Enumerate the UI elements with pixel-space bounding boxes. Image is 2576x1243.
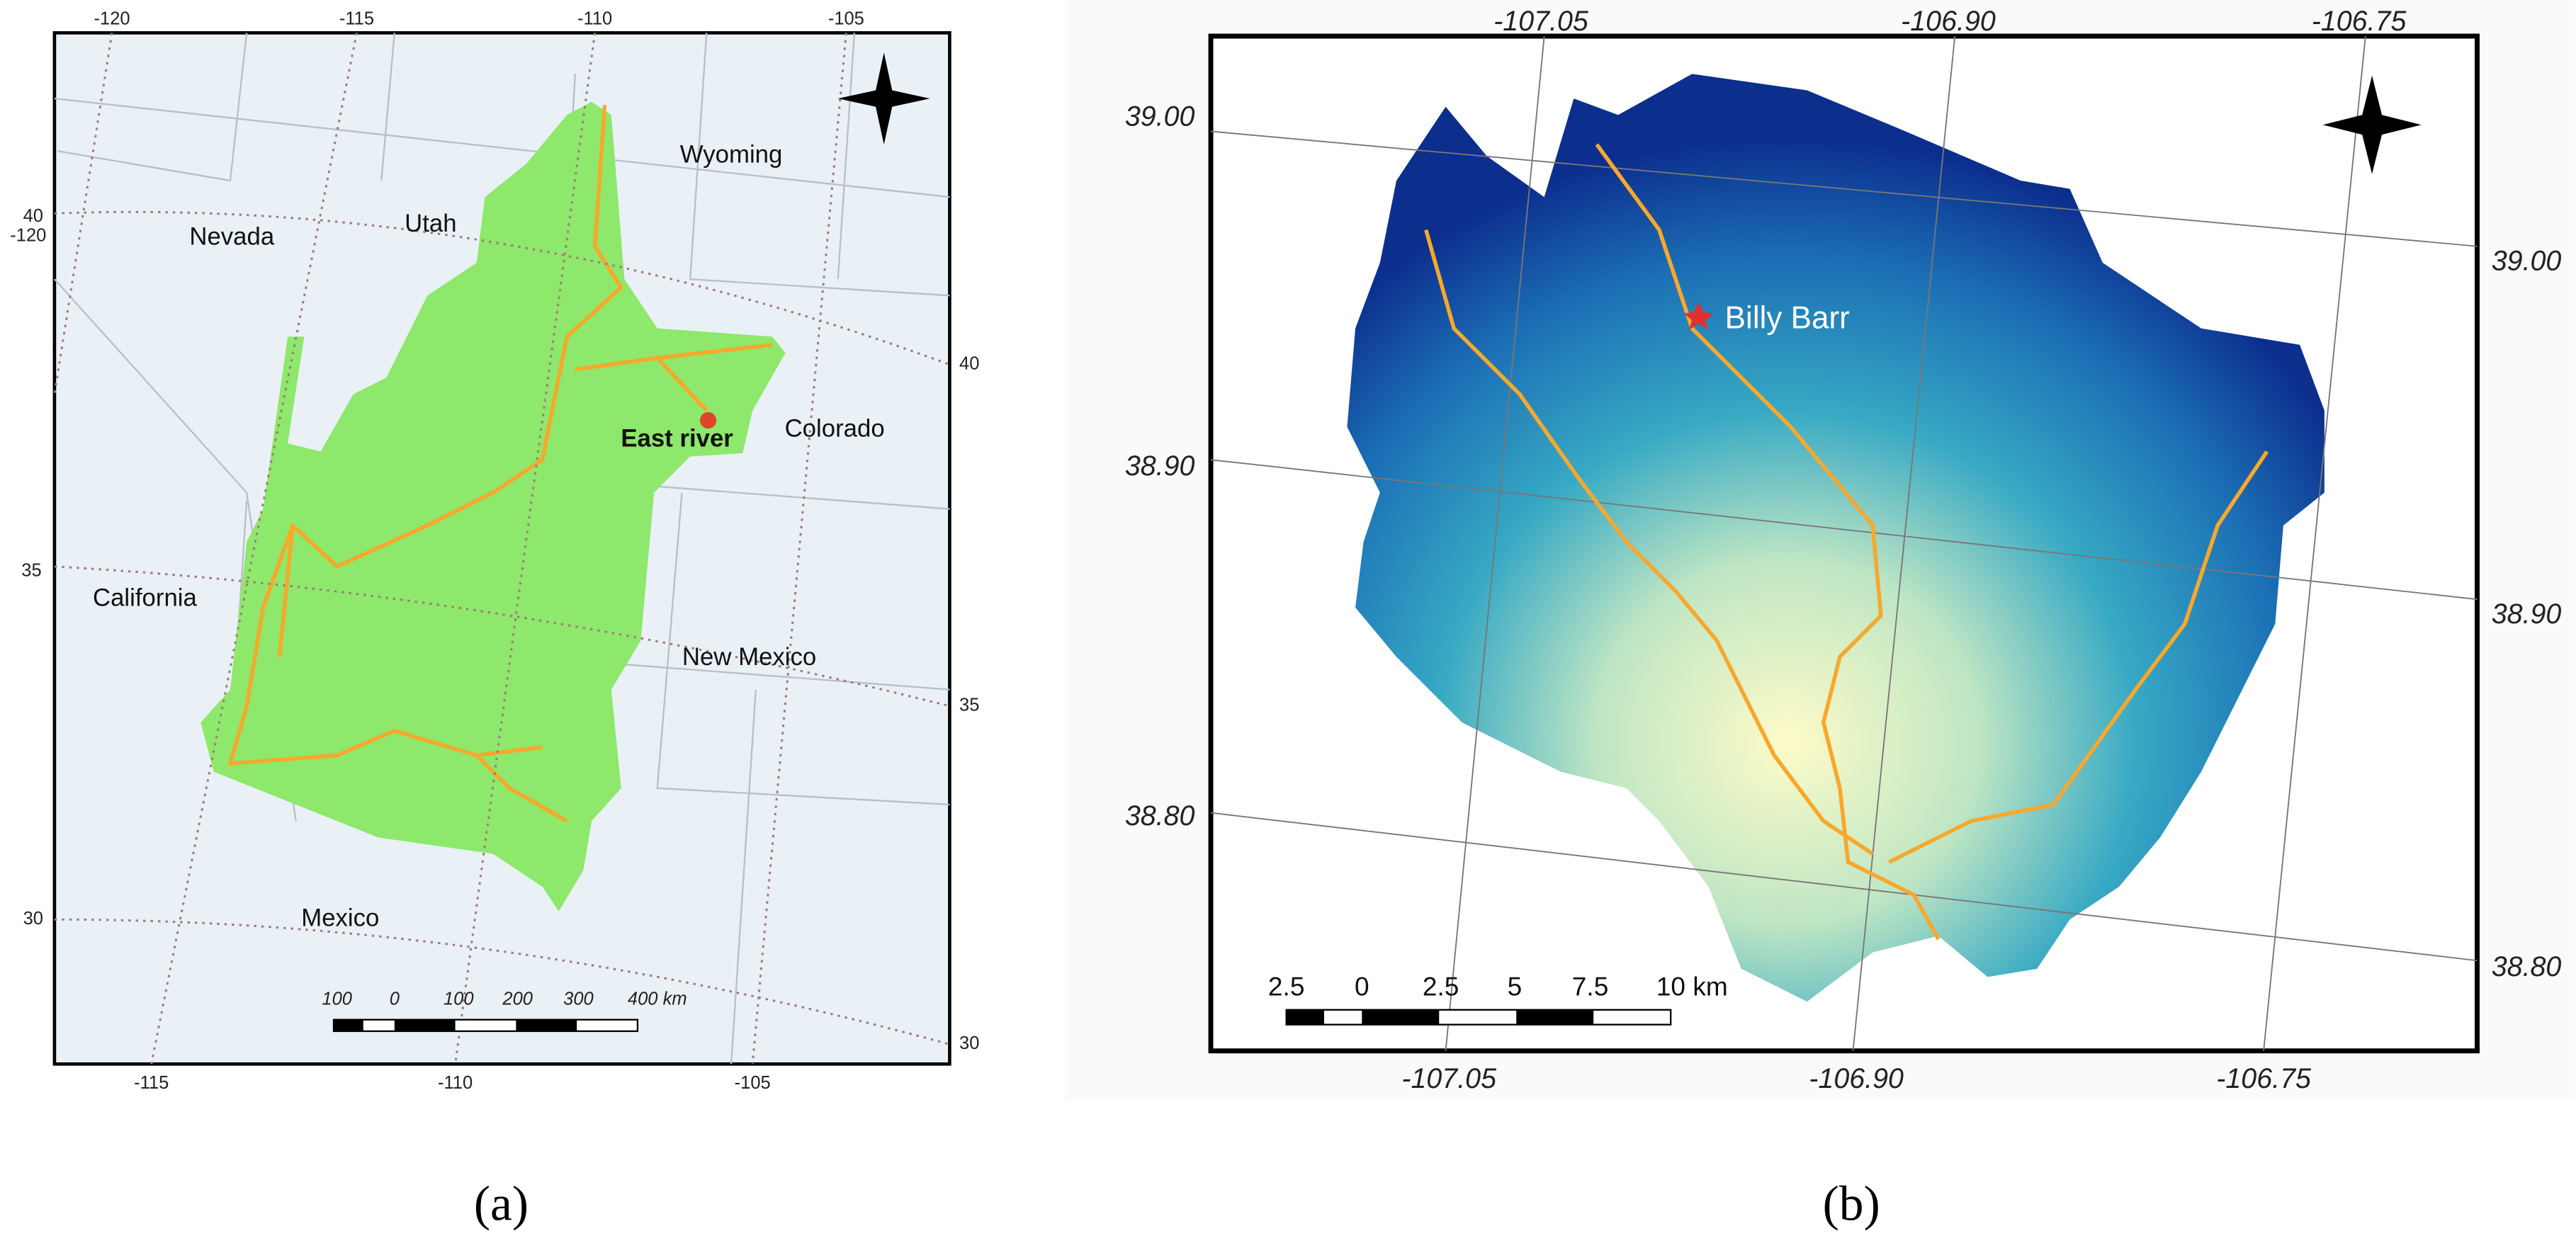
tick-label: -115	[134, 1073, 169, 1093]
tick-label: -105	[828, 9, 864, 29]
north-arrow	[837, 52, 930, 145]
place-label: Mexico	[301, 904, 379, 931]
tick-label: 30	[959, 1033, 979, 1053]
place-label: California	[93, 584, 198, 611]
caption: (a)	[474, 1176, 529, 1231]
north-arrow	[2322, 75, 2422, 174]
tick-label: -120	[10, 226, 46, 246]
rivers	[1424, 143, 2269, 941]
scale-label: 7.5	[1572, 971, 1609, 1001]
scale-label: 0	[1355, 971, 1369, 1001]
site-marker	[1683, 302, 1714, 330]
caption: (b)	[1823, 1176, 1880, 1231]
scale-label: 0	[390, 989, 400, 1009]
tick-label: 38.80	[2492, 951, 2562, 982]
scale-label: 5	[1508, 971, 1523, 1001]
place-label: New Mexico	[682, 644, 816, 671]
place-label: Utah	[405, 210, 456, 237]
tick-label: -107.05	[1401, 1063, 1497, 1094]
site-label: East river	[621, 426, 733, 453]
scale-label: 400 km	[628, 989, 687, 1009]
scale-label: 100	[444, 989, 474, 1009]
place-label: Wyoming	[680, 141, 783, 168]
scale-label: 100	[322, 989, 352, 1009]
tick-label: 38.80	[1125, 800, 1195, 831]
place-label: Colorado	[785, 416, 885, 443]
tick-label: -106.90	[1901, 6, 1996, 37]
site-marker	[700, 412, 717, 429]
scale-bar	[1285, 1009, 1672, 1026]
scale-label: 10 km	[1656, 971, 1728, 1001]
panel-b: -107.05 -106.90 -106.75 -107.05 -106.90 …	[1064, 0, 2576, 1231]
place-label: Nevada	[189, 223, 274, 250]
rivers	[228, 105, 773, 823]
tick-label: -107.05	[1493, 6, 1589, 37]
tick-label: 38.90	[2492, 598, 2562, 630]
tick-label: -106.75	[2216, 1063, 2312, 1094]
tick-label: 30	[23, 909, 43, 929]
panel-a: -120 -115 -110 -105 -115 -110 -105 40 -1…	[10, 9, 979, 1232]
tick-label: 39.00	[1125, 101, 1195, 132]
graticule	[1210, 35, 2478, 1051]
scale-bar	[332, 1018, 639, 1033]
tick-label: 40	[959, 353, 979, 373]
scale-label: 2.5	[1268, 971, 1305, 1001]
scale-label: 300	[563, 989, 594, 1009]
graticule	[53, 33, 950, 1065]
tick-label: 39.00	[2492, 245, 2562, 276]
tick-label: -110	[577, 9, 612, 29]
tick-label: -106.75	[2312, 6, 2407, 37]
scale-label: 2.5	[1423, 971, 1459, 1001]
tick-label: -115	[339, 9, 374, 29]
scale-label: 200	[502, 989, 533, 1009]
tick-label: -110	[438, 1073, 473, 1093]
site-label: Billy Barr	[1725, 301, 1850, 336]
tick-label: 35	[21, 561, 41, 581]
basin	[200, 101, 786, 912]
tick-label: 38.90	[1125, 450, 1195, 482]
tick-label: -106.90	[1809, 1063, 1904, 1094]
tick-label: -105	[735, 1073, 771, 1093]
tick-label: 40	[23, 206, 43, 226]
tick-label: -120	[94, 9, 130, 29]
tick-label: 35	[959, 696, 979, 715]
